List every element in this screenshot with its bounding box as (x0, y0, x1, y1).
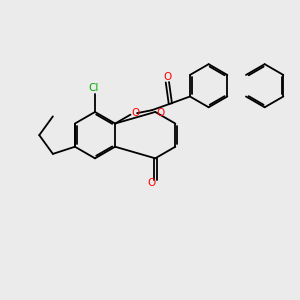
Text: O: O (164, 72, 172, 82)
Text: O: O (157, 108, 165, 118)
Text: Cl: Cl (88, 83, 99, 93)
Text: O: O (132, 108, 140, 118)
Text: O: O (148, 178, 156, 188)
